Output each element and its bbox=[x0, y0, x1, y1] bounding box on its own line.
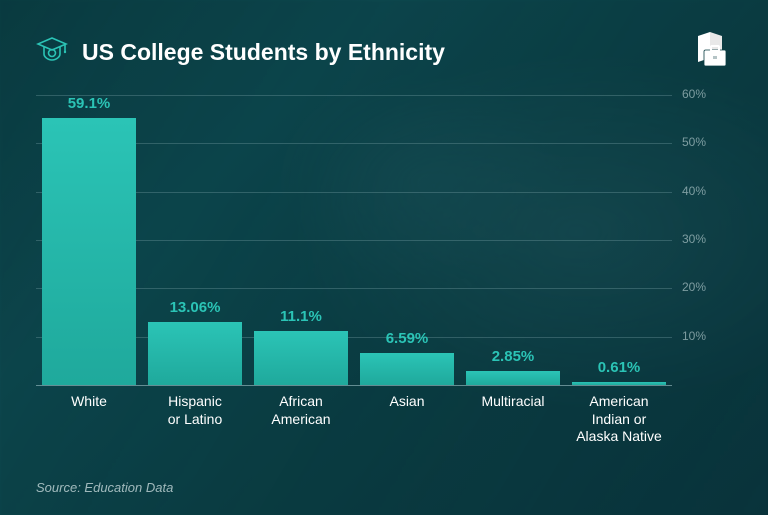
graduate-icon bbox=[36, 34, 68, 71]
chart-gridlabel: 20% bbox=[682, 280, 726, 294]
bar-rect bbox=[572, 382, 666, 385]
bar-value-label: 11.1% bbox=[280, 308, 322, 325]
bar-rect bbox=[466, 371, 560, 385]
bar-column: 6.59% bbox=[360, 95, 454, 385]
bar-value-label: 13.06% bbox=[170, 299, 221, 316]
bar-category-label: Asian bbox=[360, 393, 454, 446]
chart-title: US College Students by Ethnicity bbox=[82, 39, 445, 66]
chart-container: US College Students by Ethnicity 60% 50% 4… bbox=[0, 0, 768, 515]
bar-rect bbox=[360, 353, 454, 385]
bar-rect bbox=[42, 118, 136, 385]
chart-gridlabel: 50% bbox=[682, 135, 726, 149]
bar-category-label: American Indian or Alaska Native bbox=[572, 393, 666, 446]
bar-category-label: African American bbox=[254, 393, 348, 446]
chart-gridlabel: 60% bbox=[682, 87, 726, 101]
chart-gridlabel: 10% bbox=[682, 329, 726, 343]
bar-category-label: White bbox=[42, 393, 136, 446]
bar-value-label: 0.61% bbox=[598, 359, 641, 376]
bar-category-label: Hispanic or Latino bbox=[148, 393, 242, 446]
book-briefcase-logo-icon bbox=[688, 28, 732, 77]
chart-gridlabel: 40% bbox=[682, 184, 726, 198]
bar-column: 2.85% bbox=[466, 95, 560, 385]
title-wrap: US College Students by Ethnicity bbox=[36, 34, 445, 71]
bar-column: 13.06% bbox=[148, 95, 242, 385]
chart-gridlabel: 30% bbox=[682, 232, 726, 246]
bar-column: 59.1% bbox=[42, 95, 136, 385]
chart-axis-line bbox=[36, 385, 672, 386]
bar-value-label: 2.85% bbox=[492, 348, 535, 365]
source-text: Source: Education Data bbox=[36, 480, 173, 495]
bar-rect bbox=[254, 331, 348, 385]
bar-column: 0.61% bbox=[572, 95, 666, 385]
bar-rect bbox=[148, 322, 242, 385]
chart-bars: 59.1% 13.06% 11.1% 6.59% 2.85% 0.61% bbox=[36, 95, 672, 385]
bar-value-label: 59.1% bbox=[68, 95, 111, 112]
bar-column: 11.1% bbox=[254, 95, 348, 385]
header: US College Students by Ethnicity bbox=[36, 28, 732, 77]
bar-category-label: Multiracial bbox=[466, 393, 560, 446]
chart-x-labels: WhiteHispanic or LatinoAfrican AmericanA… bbox=[36, 393, 672, 446]
bar-chart: 60%50%40%30%20%10% 59.1%13.06%11.1%6.59%… bbox=[36, 95, 732, 445]
bar-value-label: 6.59% bbox=[386, 330, 429, 347]
